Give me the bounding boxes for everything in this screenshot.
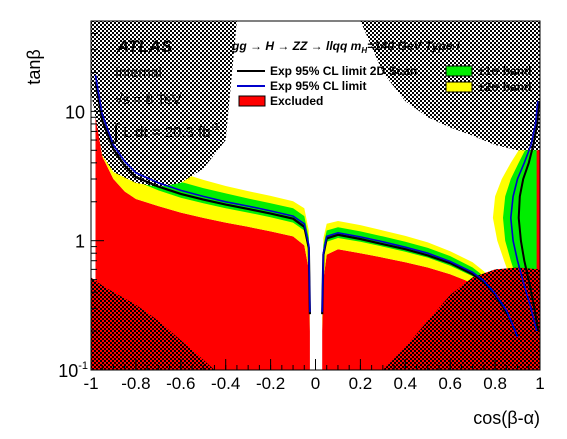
right-scan-limit-line [321, 233, 519, 338]
legend-label-expected: Exp 95% CL limit [270, 79, 366, 93]
right-2sigma-band [322, 221, 518, 348]
x-tick-label: 0.8 [483, 374, 507, 393]
edge-excluded-region [536, 21, 540, 370]
left-expected-limit-line [94, 75, 311, 313]
legend-swatch-2sigma [445, 81, 473, 93]
y-tick-label: 1 [75, 232, 85, 252]
x-tick-label: -1 [83, 374, 98, 393]
atlas-sublabel: Internal [115, 64, 162, 80]
x-tick-label: 0.4 [393, 374, 417, 393]
x-axis: -1 -0.8 -0.6 -0.4 -0.2 0 0.2 0.4 0.6 0.8 1 [83, 359, 545, 393]
luminosity-exp: -1 [211, 122, 220, 133]
x-tick-label: 0.2 [349, 374, 373, 393]
left-excluded-region [95, 114, 310, 370]
legend: Exp 95% CL limit 2D Scan ±1σ band Exp 95… [237, 64, 531, 108]
y-tick-base: 10 [65, 102, 85, 122]
hatched-region-bottom-right [382, 267, 540, 370]
legend-swatch-1sigma [445, 65, 473, 77]
atlas-label: ATLAS [116, 37, 173, 56]
hatched-region-bottom-left [91, 277, 215, 370]
y-axis-label: tanβ [24, 49, 44, 84]
right-1sigma-band [322, 227, 518, 341]
x-tick-label: 0.6 [438, 374, 462, 393]
edge-scan-limit-line [517, 101, 540, 332]
process-tail: =140 GeV Type-I [367, 39, 460, 53]
legend-label-2sigma: ±2σ band [478, 80, 531, 94]
energy-label: √s = 8 TeV [115, 91, 182, 107]
left-1sigma-band [95, 62, 310, 319]
y-tick-exponent: -1 [78, 360, 88, 372]
y-tick-label: 10-1 [58, 360, 88, 381]
right-expected-limit-line [321, 231, 519, 338]
luminosity-label: ∫ L dt = 20.3 fb-1 [111, 119, 220, 144]
edge-expected-limit-line [509, 101, 539, 332]
hatched-region-top-left [91, 21, 237, 187]
process-main: gg → H → ZZ → llqq m [231, 39, 362, 53]
x-axis-label: cos(β-α) [473, 408, 540, 428]
y-tick-base: 1 [75, 232, 85, 252]
y-tick-label: 10 [65, 102, 85, 122]
x-tick-label: -0.6 [166, 374, 195, 393]
x-tick-label: 0 [311, 374, 320, 393]
x-tick-label: 1 [535, 374, 544, 393]
process-label: gg → H → ZZ → llqq mH=140 GeV Type-I [231, 39, 460, 55]
y-tick-base: 10 [58, 361, 78, 381]
left-scan-limit-line [94, 81, 311, 315]
x-tick-label: -0.4 [211, 374, 240, 393]
legend-label-excluded: Excluded [270, 94, 323, 108]
process-sub: H [361, 46, 367, 55]
luminosity-integral: ∫ [111, 119, 121, 144]
x-tick-label: -0.8 [121, 374, 150, 393]
luminosity-body: L dt = 20.3 fb [119, 124, 211, 141]
legend-label-1sigma: ±1σ band [478, 64, 531, 78]
legend-label-scan: Exp 95% CL limit 2D Scan [270, 64, 417, 78]
x-tick-label: -0.2 [256, 374, 285, 393]
legend-swatch-excluded [238, 95, 266, 107]
